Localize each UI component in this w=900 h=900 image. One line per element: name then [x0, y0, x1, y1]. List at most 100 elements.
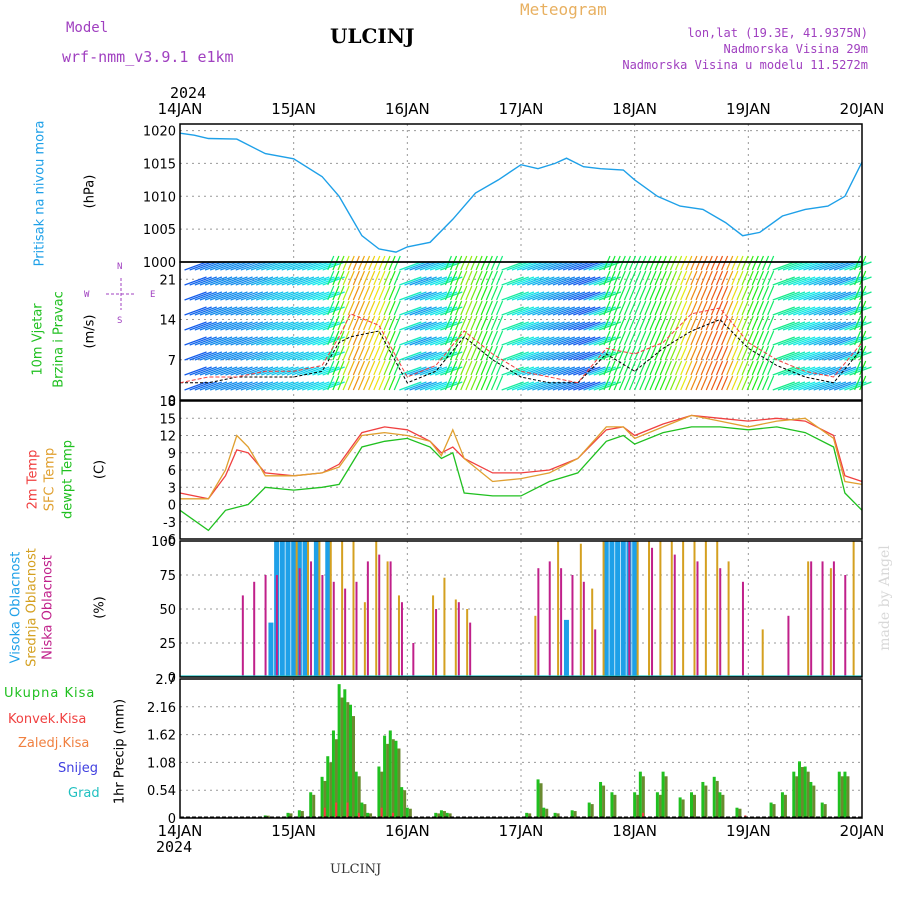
wind-barb [393, 270, 401, 286]
wind-barb [557, 306, 581, 316]
cloud-bar-high [632, 541, 638, 677]
cloud-bar-mid [432, 595, 435, 677]
wind-barb [542, 336, 565, 346]
wind-barb [496, 330, 504, 346]
wind-barb [352, 270, 360, 286]
wind-barb [675, 255, 683, 271]
wind-barb [833, 321, 857, 331]
wind-barb [383, 360, 391, 376]
wind-barb [449, 270, 458, 286]
wind-barb [342, 270, 350, 286]
wind-barb [608, 375, 616, 391]
wind-barb [501, 276, 524, 286]
precip-bar-total [735, 807, 739, 818]
wind-barb [578, 276, 601, 286]
cloud-bar-low [844, 575, 847, 677]
precip-bar-total [800, 767, 804, 818]
wind-barb [184, 351, 207, 361]
wind-barb [250, 276, 274, 286]
wind-barb [685, 270, 693, 286]
wind-barb [266, 306, 289, 316]
wind-barb [276, 291, 299, 301]
wind-barb [368, 315, 376, 331]
wind-barb [629, 360, 637, 376]
wind-barb [527, 351, 550, 361]
wind-barb [261, 261, 284, 271]
wind-barb [485, 255, 493, 271]
temp-2m-line [179, 414, 863, 500]
wind-barb [532, 366, 555, 376]
wind-barb [849, 276, 872, 286]
wind-barb [741, 360, 749, 376]
wind-barb [675, 300, 683, 316]
wind-barb [480, 315, 488, 331]
wind-barb [578, 261, 601, 271]
precip-bar-total [397, 748, 401, 818]
wind-barb [470, 255, 478, 271]
wind-barb [644, 315, 652, 331]
cloud-bar-high [291, 541, 297, 677]
wind-barb [276, 351, 299, 361]
wind-barb [465, 360, 473, 376]
wind-barb [296, 291, 320, 301]
wind-barb [803, 336, 826, 346]
wind-barb [357, 315, 366, 331]
wind-barb [245, 351, 269, 361]
wind-barb [271, 306, 294, 316]
wind-barb [357, 270, 366, 286]
wind-barb [393, 345, 401, 361]
wind-barb [731, 285, 739, 301]
wind-barb [803, 321, 826, 331]
wind-barb [444, 360, 452, 376]
wind-barb [823, 306, 847, 316]
wind-barb [327, 360, 335, 376]
wind-barb [854, 375, 862, 391]
precip-bar-total [556, 813, 560, 818]
wind-barb [307, 276, 330, 286]
wind-barb [388, 330, 396, 346]
precip-bar-total [391, 739, 395, 818]
wind-barb [828, 351, 852, 361]
wind-barb [516, 261, 540, 271]
wind-barb [690, 375, 698, 391]
wind-barb [352, 315, 360, 331]
wind-barb [542, 381, 565, 391]
cloud-bar-mid [602, 541, 605, 677]
wind-barb [583, 306, 606, 316]
wind-barb [444, 270, 452, 286]
wind-barb [184, 321, 207, 331]
wind-barb [751, 300, 759, 316]
wind-barb [373, 285, 381, 301]
wind-barb [741, 270, 749, 286]
cloud-bar-mid [329, 541, 332, 677]
wind-barb [337, 375, 345, 391]
compass-east: E [150, 290, 156, 300]
wind-barb [767, 270, 775, 286]
x-tick-label-top: 20JAN [840, 100, 885, 118]
wind-barb [424, 276, 448, 286]
wind-barb [307, 261, 330, 271]
x-tick-label-top: 17JAN [499, 100, 544, 118]
cloud-bar-low [628, 541, 631, 677]
wind-barb [419, 381, 443, 391]
cloud-bar-low [264, 575, 267, 677]
wind-barb [772, 366, 795, 376]
wind-barb [833, 366, 857, 376]
wind-barb [761, 375, 770, 391]
wind-barb [603, 255, 611, 271]
wind-barb [501, 306, 524, 316]
wind-barb [399, 321, 422, 331]
wind-barb [337, 285, 345, 301]
wind-barb [659, 360, 667, 376]
wind-barb [465, 375, 473, 391]
wind-barb [736, 360, 744, 376]
wind-barb [399, 351, 422, 361]
wind-barb [516, 366, 540, 376]
wind-barb [680, 360, 688, 376]
wind-barb [639, 255, 647, 271]
wind-barb [516, 381, 540, 391]
wind-barb [562, 336, 586, 346]
wind-barb [639, 345, 647, 361]
wind-barb [506, 336, 529, 346]
